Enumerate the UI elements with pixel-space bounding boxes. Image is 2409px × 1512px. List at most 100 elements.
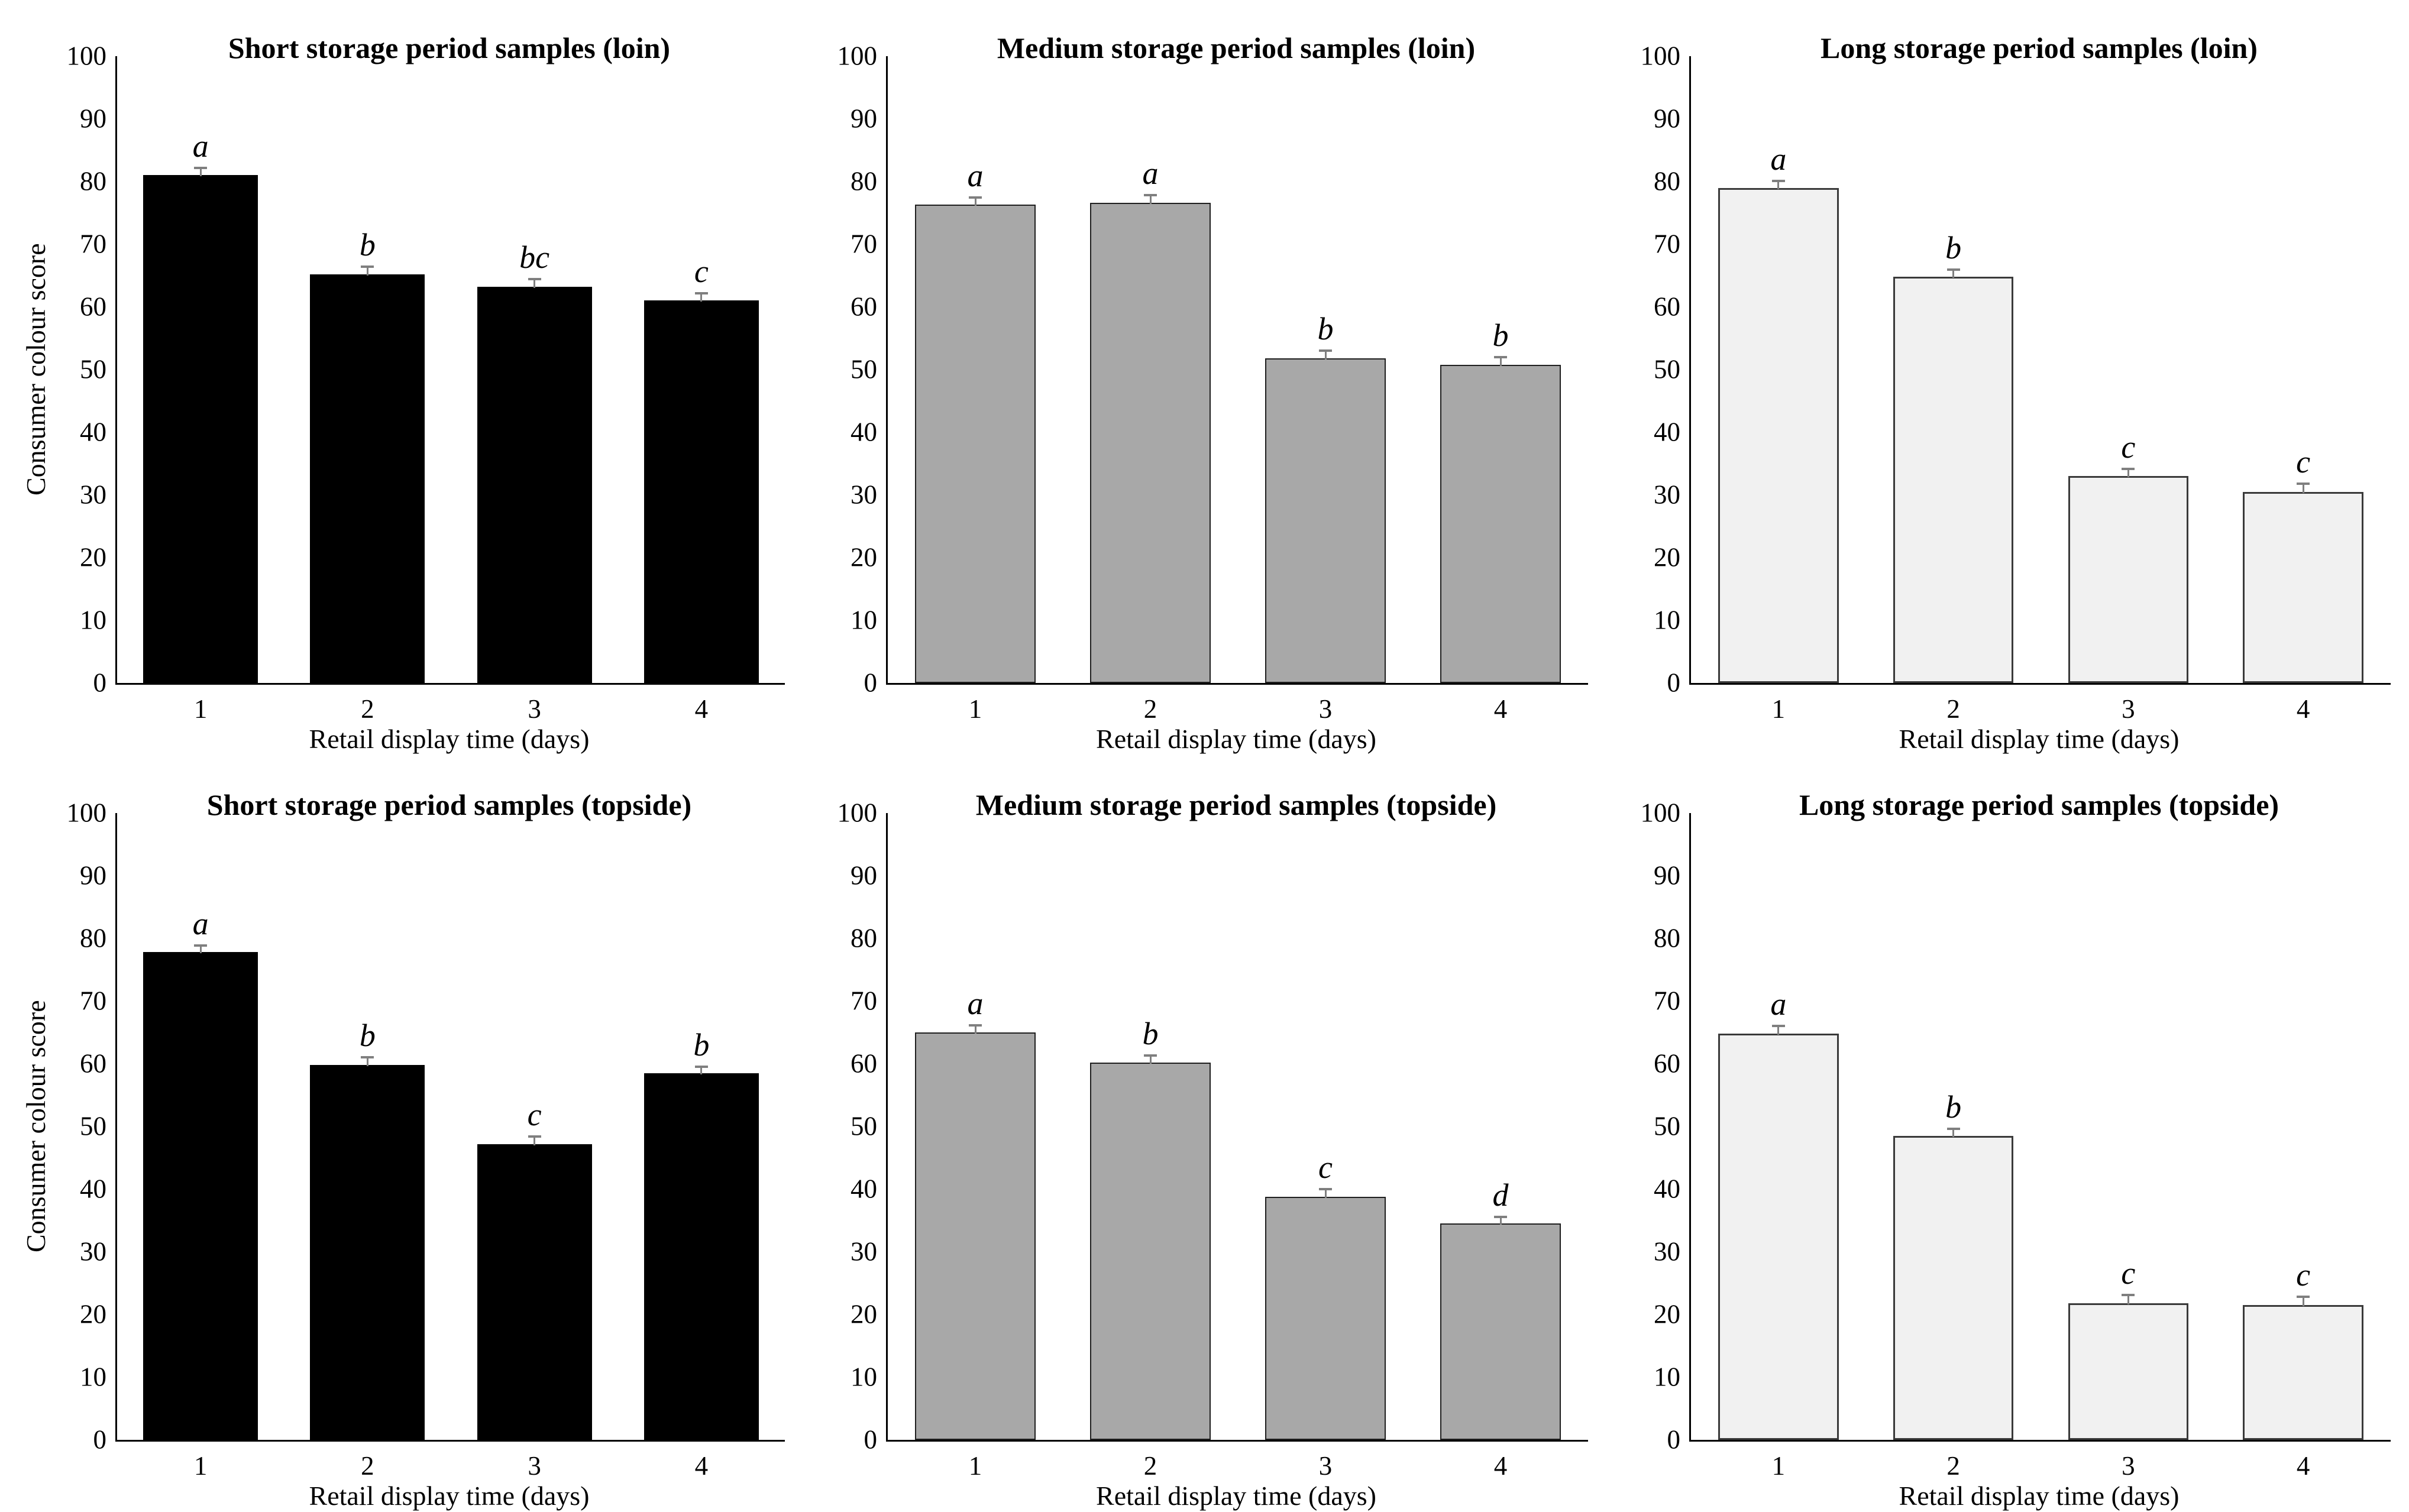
x-tick-label: 1 bbox=[968, 694, 982, 724]
y-tick-label: 70 bbox=[1654, 229, 1680, 259]
bar bbox=[1440, 364, 1561, 683]
error-bar-stem bbox=[1324, 1187, 1327, 1198]
y-tick-label: 30 bbox=[851, 480, 877, 510]
significance-letter: a bbox=[967, 986, 984, 1022]
bar bbox=[1893, 277, 2014, 683]
chart-panel-long-topside: Long storage period samples (topside) 0 1… bbox=[1606, 757, 2409, 1512]
y-tick-label: 30 bbox=[80, 1236, 106, 1267]
error-bar-cap bbox=[1771, 1025, 1785, 1028]
significance-letter: b bbox=[359, 1018, 376, 1054]
error-bar-stem bbox=[700, 1066, 703, 1074]
error-bar-stem bbox=[533, 1135, 536, 1145]
y-tick-label: 60 bbox=[1654, 292, 1680, 322]
significance-letter: a bbox=[192, 905, 209, 941]
y-tick-label: 90 bbox=[1654, 860, 1680, 891]
significance-letter: a bbox=[192, 128, 209, 164]
bar bbox=[1440, 1223, 1561, 1440]
x-tick-label: 3 bbox=[528, 694, 541, 724]
y-tick-label: 20 bbox=[851, 1299, 877, 1329]
error-bar-stem bbox=[700, 292, 703, 302]
y-tick-label: 60 bbox=[80, 1048, 106, 1079]
bar bbox=[1718, 1034, 1839, 1440]
error-bar-stem bbox=[366, 1056, 368, 1067]
y-tick-label: 50 bbox=[1654, 354, 1680, 384]
chart-title: Long storage period samples (topside) bbox=[1799, 788, 2279, 821]
error-bar-cap bbox=[1319, 349, 1332, 352]
x-tick-label: 1 bbox=[968, 1451, 982, 1481]
y-tick-label: 80 bbox=[1654, 923, 1680, 953]
x-tick-label: 2 bbox=[1143, 1451, 1157, 1481]
bar bbox=[915, 1032, 1036, 1440]
y-tick-label: 60 bbox=[1654, 1048, 1680, 1079]
y-tick-label: 70 bbox=[80, 229, 106, 259]
y-tick-label: 60 bbox=[80, 292, 106, 322]
bar bbox=[2068, 1303, 2189, 1440]
y-tick-label: 30 bbox=[1654, 1236, 1680, 1267]
x-tick-label: 1 bbox=[1771, 1451, 1786, 1481]
y-tick-label: 0 bbox=[864, 668, 878, 698]
error-bar-cap bbox=[361, 1056, 374, 1059]
y-tick-label: 10 bbox=[851, 1362, 877, 1392]
error-bar-stem bbox=[1499, 355, 1502, 366]
error-bar-stem bbox=[533, 278, 536, 289]
error-bar-stem bbox=[199, 166, 202, 177]
error-bar-stem bbox=[974, 1024, 976, 1034]
x-axis-title: Retail display time (days) bbox=[309, 724, 590, 754]
x-tick-label: 3 bbox=[528, 1451, 541, 1481]
error-bar-cap bbox=[361, 266, 374, 268]
x-tick-label: 4 bbox=[1493, 1451, 1508, 1481]
bar bbox=[1893, 1135, 2014, 1440]
x-tick-label: 2 bbox=[361, 1451, 374, 1481]
y-tick-label: 40 bbox=[80, 1174, 106, 1204]
x-tick-label: 1 bbox=[193, 694, 208, 724]
chart-panel-short-topside: Short storage period samples (topside) C… bbox=[0, 757, 803, 1512]
error-bar-cap bbox=[1319, 1187, 1332, 1190]
error-bar-cap bbox=[194, 166, 208, 169]
significance-letter: c bbox=[694, 253, 709, 289]
error-bar-cap bbox=[2297, 1296, 2310, 1299]
error-bar-cap bbox=[694, 1066, 708, 1069]
chart-title: Short storage period samples (topside) bbox=[206, 788, 692, 821]
y-tick-label: 50 bbox=[1654, 1111, 1680, 1141]
x-tick-label: 3 bbox=[2122, 1451, 2135, 1481]
error-bar-stem bbox=[1777, 1025, 1780, 1035]
bar bbox=[644, 300, 759, 683]
x-tick-label: 2 bbox=[1946, 694, 1960, 724]
x-tick-label: 4 bbox=[2296, 1451, 2310, 1481]
significance-letter: c bbox=[2121, 1255, 2136, 1291]
error-bar-stem bbox=[1952, 1128, 1955, 1137]
y-axis-title: Consumer colour score bbox=[21, 1000, 51, 1253]
y-tick-label: 80 bbox=[851, 923, 877, 953]
y-tick-label: 100 bbox=[837, 41, 878, 71]
y-tick-label: 0 bbox=[864, 1424, 878, 1455]
bar bbox=[644, 1073, 759, 1440]
bar bbox=[1090, 1062, 1211, 1440]
y-tick-label: 20 bbox=[1654, 542, 1680, 572]
y-tick-label: 60 bbox=[851, 1048, 877, 1079]
x-axis-title: Retail display time (days) bbox=[1899, 724, 2180, 754]
significance-letter: b bbox=[1317, 311, 1334, 347]
y-tick-label: 10 bbox=[1654, 1362, 1680, 1392]
chart-panel-short-loin: Short storage period samples (loin) Cons… bbox=[0, 0, 803, 757]
error-bar-cap bbox=[2297, 482, 2310, 485]
y-tick-label: 0 bbox=[1667, 668, 1681, 698]
y-tick-label: 60 bbox=[851, 292, 877, 322]
error-bar-stem bbox=[2127, 1294, 2129, 1304]
error-bar-stem bbox=[1149, 1054, 1152, 1064]
x-axis-title: Retail display time (days) bbox=[1096, 724, 1376, 754]
y-tick-label: 40 bbox=[1654, 417, 1680, 447]
y-tick-label: 30 bbox=[1654, 480, 1680, 510]
bar bbox=[477, 1144, 592, 1440]
plot-area: 0 10 20 30 40 50 60 70 80 90 100 a 1 b 2 c 3 b 4 bbox=[67, 799, 785, 1479]
y-tick-label: 80 bbox=[80, 923, 106, 953]
bar bbox=[143, 175, 258, 683]
y-tick-label: 100 bbox=[66, 798, 107, 828]
y-tick-label: 20 bbox=[1654, 1299, 1680, 1329]
chart-title: Medium storage period samples (topside) bbox=[975, 788, 1497, 821]
y-tick-label: 80 bbox=[80, 166, 106, 196]
y-tick-label: 90 bbox=[1654, 103, 1680, 134]
chart-title: Short storage period samples (loin) bbox=[228, 31, 671, 64]
y-tick-label: 40 bbox=[80, 417, 106, 447]
y-tick-label: 100 bbox=[1640, 41, 1681, 71]
error-bar-cap bbox=[969, 1024, 982, 1027]
